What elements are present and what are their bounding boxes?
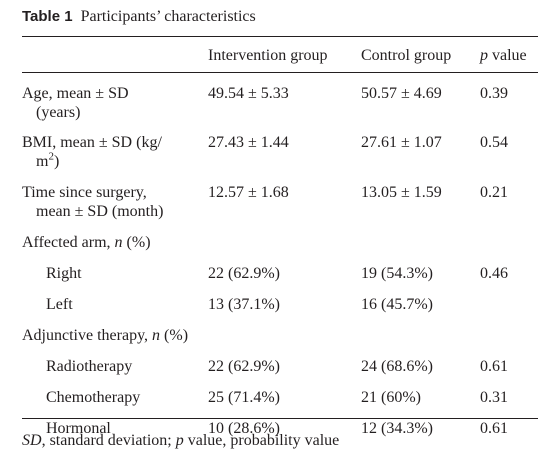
row-label: Radiotherapy: [46, 358, 133, 375]
control-cell: 27.61 ± 1.07: [361, 134, 442, 151]
table-row-radiotherapy: Radiotherapy 22 (62.9%) 24 (68.6%) 0.61: [22, 350, 538, 381]
header-intervention: Intervention group: [208, 46, 328, 64]
intervention-cell: 10 (28.6%): [208, 420, 280, 437]
header-empty: [22, 38, 208, 72]
control-cell: 21 (60%): [361, 389, 421, 406]
table-row-affected-arm: Affected arm, n (%): [22, 226, 538, 257]
table-row-adjunctive-therapy: Adjunctive therapy, n (%): [22, 319, 538, 350]
header-p-value: p value: [480, 46, 527, 64]
top-rule: [22, 36, 538, 37]
p-value-cell: 0.31: [480, 389, 508, 406]
row-label: Hormonal: [46, 420, 111, 437]
intervention-cell: 12.57 ± 1.68: [208, 184, 289, 201]
p-value-cell: 0.61: [480, 358, 508, 375]
row-label: Left: [46, 296, 73, 313]
p-value-cell: 0.46: [480, 265, 508, 282]
control-cell: 19 (54.3%): [361, 265, 433, 282]
section-label: Adjunctive therapy, n (%): [22, 327, 189, 344]
intervention-cell: 22 (62.9%): [208, 358, 280, 375]
table-title: Participants’ characteristics: [80, 8, 256, 25]
table-caption: Table 1 Participants’ characteristics: [22, 8, 256, 26]
table-row-bmi: BMI, mean ± SD (kg/m2) 27.43 ± 1.44 27.6…: [22, 126, 538, 176]
table-row-time-since-surgery: Time since surgery, mean ± SD (month) 12.…: [22, 176, 538, 226]
intervention-cell: 49.54 ± 5.33: [208, 85, 289, 102]
row-label: Time since surgery, mean ± SD (month): [22, 184, 164, 220]
row-label: Right: [46, 265, 82, 282]
control-cell: 12 (34.3%): [361, 420, 433, 437]
row-label: Age, mean ± SD (years): [22, 85, 129, 121]
p-value-cell: [480, 288, 538, 319]
row-label: Chemotherapy: [46, 389, 141, 406]
table-row-left: Left 13 (37.1%) 16 (45.7%): [22, 288, 538, 319]
table-row-age: Age, mean ± SD (years) 49.54 ± 5.33 50.57…: [22, 72, 538, 126]
table-footnote: SD, standard deviation; p value, probabi…: [22, 432, 340, 449]
header-control: Control group: [361, 46, 452, 64]
control-cell: 24 (68.6%): [361, 358, 433, 375]
p-value-cell: 0.54: [480, 134, 508, 151]
control-cell: 13.05 ± 1.59: [361, 184, 442, 201]
p-value-cell: 0.39: [480, 85, 508, 102]
table-row-chemotherapy: Chemotherapy 25 (71.4%) 21 (60%) 0.31: [22, 381, 538, 412]
intervention-cell: 27.43 ± 1.44: [208, 134, 289, 151]
header-row: Intervention group Control group p value: [22, 38, 538, 72]
intervention-cell: 22 (62.9%): [208, 265, 280, 282]
control-cell: 16 (45.7%): [361, 296, 433, 313]
p-value-cell: 0.61: [480, 420, 508, 437]
table-row-right: Right 22 (62.9%) 19 (54.3%) 0.46: [22, 257, 538, 288]
intervention-cell: 13 (37.1%): [208, 296, 280, 313]
intervention-cell: 25 (71.4%): [208, 389, 280, 406]
p-value-cell: 0.21: [480, 184, 508, 201]
bottom-rule: [22, 418, 538, 419]
table-number: Table 1: [22, 8, 73, 25]
header-rule: [22, 72, 538, 73]
control-cell: 50.57 ± 4.69: [361, 85, 442, 102]
row-label: BMI, mean ± SD (kg/m2): [22, 134, 162, 170]
participants-table: Intervention group Control group p value…: [22, 38, 538, 443]
table-row-hormonal: Hormonal 10 (28.6%) 12 (34.3%) 0.61: [22, 412, 538, 443]
section-label: Affected arm, n (%): [22, 234, 151, 251]
